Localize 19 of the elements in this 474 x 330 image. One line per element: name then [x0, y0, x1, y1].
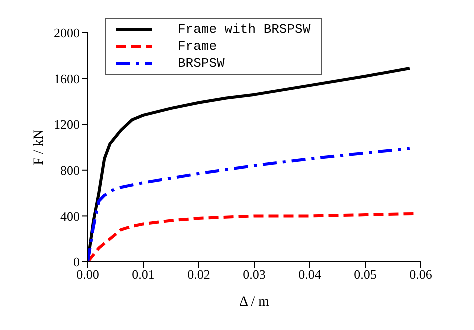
legend-label: Frame — [178, 38, 218, 55]
x-tick-label: 0.00 — [76, 267, 100, 282]
y-axis-title: F / kN — [32, 130, 47, 166]
y-tick-label: 400 — [60, 208, 80, 224]
legend-label: BRSPSW — [178, 55, 225, 72]
x-tick-label: 0.01 — [132, 267, 155, 282]
y-tick-label: 800 — [60, 163, 80, 178]
x-tick-label: 0.05 — [354, 267, 377, 282]
y-tick-label: 2000 — [54, 26, 80, 41]
y-tick-label: 1600 — [54, 71, 80, 86]
x-tick-label: 0.04 — [298, 267, 322, 282]
x-tick-label: 0.02 — [188, 267, 210, 282]
x-tick-label: 0.06 — [410, 267, 433, 282]
legend-label: Frame with BRSPSW — [178, 21, 311, 38]
line-series — [88, 147, 412, 262]
x-tick-label: 0.03 — [243, 267, 266, 282]
y-tick-label: 0 — [74, 254, 80, 270]
y-tick-label: 1200 — [54, 117, 80, 132]
x-axis-title: Δ / m — [239, 295, 270, 310]
